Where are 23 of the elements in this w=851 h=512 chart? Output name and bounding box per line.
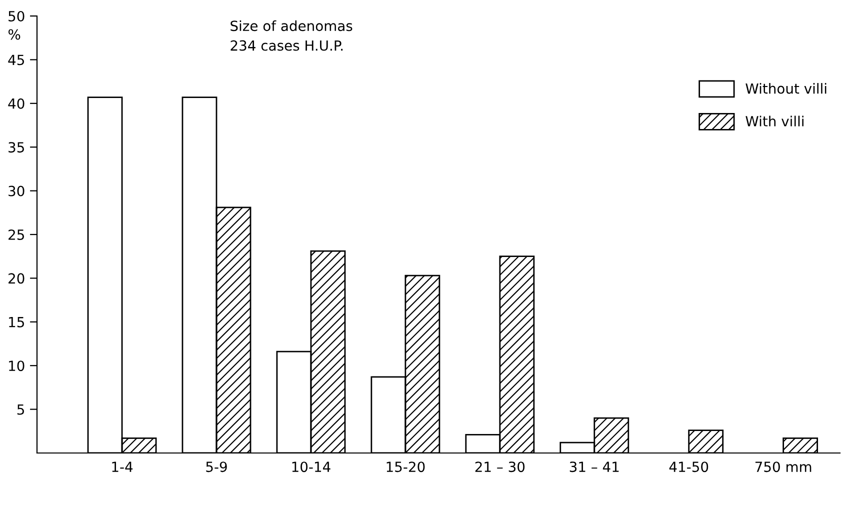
x-tick-label: 21 – 30	[475, 462, 525, 472]
x-tick-label: 1-4	[112, 462, 133, 472]
x-tick-label: 5-9	[206, 462, 227, 472]
x-tick-label: 15-20	[386, 462, 425, 472]
y-tick-label: 15	[9, 317, 24, 328]
y-tick-label: 10	[9, 360, 24, 372]
y-axis-title: %	[8, 29, 20, 40]
text: 234 cases H.U.P.	[230, 40, 343, 51]
y-tick-label: 25	[8, 229, 24, 240]
y-tick-label: 5	[17, 404, 24, 415]
legend-label: With villi	[746, 116, 804, 126]
y-tick-label: 30	[8, 186, 24, 196]
x-tick-label: 31 – 41	[570, 462, 619, 472]
legend-label: Without villi	[746, 83, 826, 94]
y-tick-label: 40	[8, 98, 24, 109]
chart-title: Size of adenomas	[230, 20, 352, 32]
x-tick-label: 10-14	[292, 462, 330, 472]
x-tick-label: 750 mm	[755, 462, 812, 472]
x-tick-label: 41-50	[669, 462, 708, 472]
y-tick-label: 50	[8, 10, 24, 22]
y-tick-label: 20	[8, 273, 24, 284]
y-tick-label: 35	[8, 142, 24, 153]
y-tick-label: 45	[8, 54, 24, 66]
